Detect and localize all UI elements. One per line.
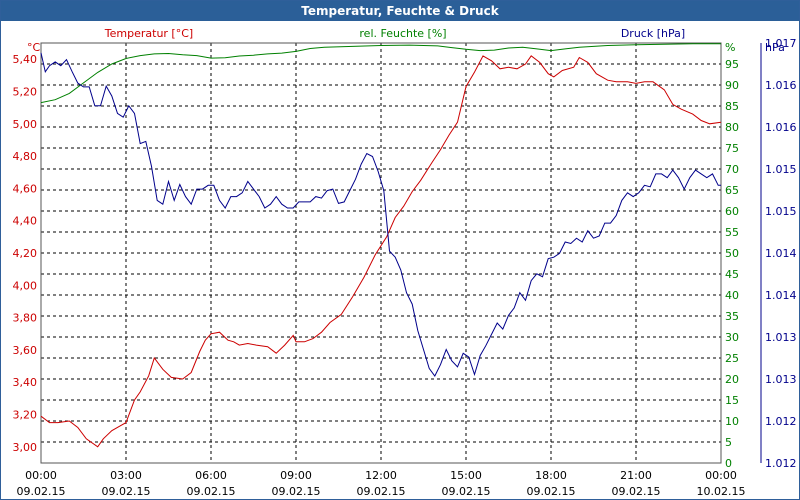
temperature-tick-label: 3,80 xyxy=(13,312,38,325)
series-lines xyxy=(40,43,722,448)
plot-border xyxy=(40,42,722,464)
humidity-tick-label: 30 xyxy=(725,331,739,344)
chart-title: Temperatur, Feuchte & Druck xyxy=(1,1,799,21)
temperature-tick-label: 5,40 xyxy=(13,53,38,66)
humidity-tick-label: 90 xyxy=(725,79,739,92)
x-tick-time: 06:00 xyxy=(195,469,227,482)
humidity-tick-label: % xyxy=(725,41,735,54)
humidity-tick-label: 45 xyxy=(725,268,739,281)
x-tick-date: 09.02.15 xyxy=(187,485,236,498)
x-tick-date: 10.02.15 xyxy=(697,485,746,498)
series-line-left xyxy=(40,55,722,448)
temperature-tick-label: 3,60 xyxy=(13,344,38,357)
x-tick-date: 09.02.15 xyxy=(102,485,151,498)
humidity-tick-label: 35 xyxy=(725,310,739,323)
humidity-tick-label: 55 xyxy=(725,226,739,239)
humidity-tick-label: 70 xyxy=(725,163,739,176)
humidity-tick-label: 85 xyxy=(725,100,739,113)
pressure-tick-label: 1.017 xyxy=(765,37,797,50)
pressure-tick-label: 1.016 xyxy=(765,121,797,134)
grid xyxy=(40,43,722,464)
humidity-tick-label: 65 xyxy=(725,184,739,197)
pressure-tick-label: 1.014 xyxy=(765,247,797,260)
pressure-tick-label: 1.015 xyxy=(765,163,797,176)
humidity-tick-label: 5 xyxy=(725,436,732,449)
x-tick-time: 00:00 xyxy=(705,469,737,482)
x-tick-date: 09.02.15 xyxy=(527,485,576,498)
temperature-tick-label: 5,20 xyxy=(13,85,38,98)
x-tick-date: 09.02.15 xyxy=(442,485,491,498)
x-tick-time: 12:00 xyxy=(365,469,397,482)
axes xyxy=(40,42,762,464)
humidity-tick-label: 40 xyxy=(725,289,739,302)
x-tick-date: 09.02.15 xyxy=(357,485,406,498)
temperature-tick-label: 4,40 xyxy=(13,215,38,228)
x-tick-date: 09.02.15 xyxy=(272,485,321,498)
humidity-tick-label: 75 xyxy=(725,142,739,155)
pressure-tick-label: 1.013 xyxy=(765,331,797,344)
temperature-tick-label: 4,00 xyxy=(13,279,38,292)
humidity-tick-label: 80 xyxy=(725,121,739,134)
temperature-tick-label: 5,00 xyxy=(13,118,38,131)
humidity-tick-label: 10 xyxy=(725,415,739,428)
pressure-tick-label: 1.015 xyxy=(765,205,797,218)
x-tick-time: 18:00 xyxy=(535,469,567,482)
pressure-axis-label: Druck [hPa] xyxy=(621,27,685,40)
temperature-tick-label: 3,40 xyxy=(13,376,38,389)
temperature-unit: °C xyxy=(27,41,41,54)
temperature-tick-label: 4,80 xyxy=(13,150,38,163)
temperature-tick-label: 4,60 xyxy=(13,182,38,195)
temperature-tick-label: 3,00 xyxy=(13,441,38,454)
humidity-tick-label: 60 xyxy=(725,205,739,218)
x-tick-time: 00:00 xyxy=(25,469,57,482)
humidity-tick-label: 25 xyxy=(725,352,739,365)
pressure-tick-label: 1.014 xyxy=(765,289,797,302)
humidity-tick-label: 20 xyxy=(725,373,739,386)
x-tick-time: 21:00 xyxy=(620,469,652,482)
temperature-tick-label: 3,20 xyxy=(13,409,38,422)
temperature-tick-label: 4,20 xyxy=(13,247,38,260)
pressure-tick-label: 1.013 xyxy=(765,373,797,386)
humidity-tick-label: 95 xyxy=(725,58,739,71)
x-tick-time: 15:00 xyxy=(450,469,482,482)
series-line-right2 xyxy=(40,52,721,377)
pressure-tick-label: 1.016 xyxy=(765,79,797,92)
temperature-axis-label: Temperatur [°C] xyxy=(104,27,193,40)
pressure-unit: hPa xyxy=(765,41,785,54)
pressure-tick-label: 1.012 xyxy=(765,457,797,470)
humidity-axis-label: rel. Feuchte [%] xyxy=(359,27,446,40)
tick-labels: 3,00 3,20 3,40 3,60 3,80 4,00 4,20 4,40 4,60 4,80… xyxy=(13,27,797,498)
series-line-right1 xyxy=(40,43,721,104)
x-tick-date: 09.02.15 xyxy=(17,485,66,498)
x-tick-time: 09:00 xyxy=(280,469,312,482)
humidity-tick-label: 50 xyxy=(725,247,739,260)
x-tick-time: 03:00 xyxy=(110,469,142,482)
x-tick-date: 09.02.15 xyxy=(612,485,661,498)
humidity-tick-label: 15 xyxy=(725,394,739,407)
humidity-tick-label: 0 xyxy=(725,457,732,470)
pressure-tick-label: 1.012 xyxy=(765,415,797,428)
